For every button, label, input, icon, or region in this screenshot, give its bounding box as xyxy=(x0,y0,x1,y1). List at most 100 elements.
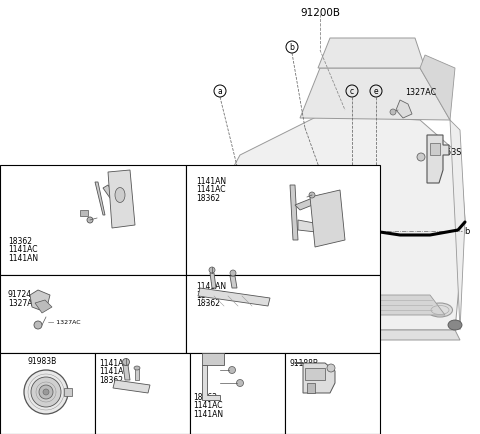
Circle shape xyxy=(39,385,53,399)
Text: 1141AC: 1141AC xyxy=(196,185,226,194)
Circle shape xyxy=(390,109,396,115)
Bar xyxy=(186,275,380,353)
Text: 1141AN: 1141AN xyxy=(196,282,226,291)
Ellipse shape xyxy=(208,316,228,328)
Ellipse shape xyxy=(134,366,140,370)
Text: 1141AN: 1141AN xyxy=(193,410,223,419)
Text: b: b xyxy=(464,227,469,237)
Circle shape xyxy=(417,153,425,161)
Circle shape xyxy=(24,370,68,414)
Bar xyxy=(285,353,380,434)
Polygon shape xyxy=(123,365,130,380)
Circle shape xyxy=(237,379,243,387)
Polygon shape xyxy=(202,115,465,330)
Bar xyxy=(190,353,285,434)
Polygon shape xyxy=(198,288,270,306)
Circle shape xyxy=(34,321,42,329)
Polygon shape xyxy=(30,290,50,310)
Text: e: e xyxy=(374,86,378,95)
Text: 1141AN: 1141AN xyxy=(99,359,129,368)
Bar xyxy=(246,183,251,187)
Text: g: g xyxy=(195,356,201,365)
Text: c: c xyxy=(6,279,10,287)
Polygon shape xyxy=(290,185,298,240)
Polygon shape xyxy=(450,120,465,330)
Polygon shape xyxy=(230,276,237,288)
Bar xyxy=(286,236,291,240)
Bar xyxy=(0,275,186,353)
Polygon shape xyxy=(298,220,325,233)
Text: 1327AC: 1327AC xyxy=(405,88,436,97)
Text: f: f xyxy=(102,356,104,365)
Text: d: d xyxy=(318,300,323,309)
Bar xyxy=(430,143,440,155)
Text: 1141AC: 1141AC xyxy=(8,246,37,254)
Text: e: e xyxy=(6,356,10,365)
Text: 91724: 91724 xyxy=(8,290,32,299)
Text: 91983B: 91983B xyxy=(28,357,57,366)
Bar xyxy=(356,217,360,222)
Ellipse shape xyxy=(334,296,356,308)
Text: 1141AC: 1141AC xyxy=(99,368,129,377)
Text: b: b xyxy=(289,43,294,52)
Text: 1141AN: 1141AN xyxy=(196,177,226,186)
Circle shape xyxy=(309,192,315,198)
Bar xyxy=(202,353,224,365)
Polygon shape xyxy=(210,273,216,288)
Circle shape xyxy=(31,377,61,407)
Polygon shape xyxy=(427,135,449,183)
Polygon shape xyxy=(318,38,425,68)
Text: 1141AN: 1141AN xyxy=(8,254,38,263)
Polygon shape xyxy=(95,182,105,215)
Bar xyxy=(250,226,255,230)
Text: f: f xyxy=(290,300,293,309)
Bar xyxy=(305,368,325,380)
Polygon shape xyxy=(300,68,450,120)
Circle shape xyxy=(209,267,215,273)
Bar xyxy=(0,353,95,434)
Text: a: a xyxy=(217,86,222,95)
Polygon shape xyxy=(103,185,115,198)
Text: 18362: 18362 xyxy=(8,237,32,246)
Bar xyxy=(263,238,268,242)
Polygon shape xyxy=(295,195,325,210)
Text: 18362: 18362 xyxy=(196,194,220,203)
Circle shape xyxy=(122,358,130,365)
Text: 18362: 18362 xyxy=(196,299,220,308)
Polygon shape xyxy=(240,295,445,315)
Text: — 1327AC: — 1327AC xyxy=(48,320,81,326)
Circle shape xyxy=(230,270,236,276)
Text: 1141AC: 1141AC xyxy=(196,290,226,299)
Bar xyxy=(80,210,88,216)
Polygon shape xyxy=(205,330,460,340)
Text: b: b xyxy=(192,168,196,178)
Text: a: a xyxy=(6,168,11,178)
Polygon shape xyxy=(35,300,52,313)
Ellipse shape xyxy=(428,303,453,317)
Text: 1327AC: 1327AC xyxy=(8,299,37,308)
Text: 91453S: 91453S xyxy=(432,148,462,157)
Ellipse shape xyxy=(448,320,462,330)
Text: 1141AC: 1141AC xyxy=(193,401,223,411)
Polygon shape xyxy=(396,100,412,118)
Polygon shape xyxy=(310,190,345,247)
Ellipse shape xyxy=(115,187,125,203)
Bar xyxy=(0,165,186,275)
Text: 91200B: 91200B xyxy=(300,8,340,18)
Bar xyxy=(346,217,350,222)
Bar xyxy=(364,217,368,222)
Circle shape xyxy=(87,217,93,223)
Bar xyxy=(186,165,380,275)
Polygon shape xyxy=(202,365,220,400)
Bar xyxy=(307,383,315,393)
Bar xyxy=(240,193,245,197)
Polygon shape xyxy=(420,55,455,120)
Bar xyxy=(342,222,370,240)
Bar xyxy=(340,220,372,242)
Text: 91188B: 91188B xyxy=(290,359,319,368)
Bar xyxy=(95,353,190,434)
Bar xyxy=(64,388,72,396)
Text: c: c xyxy=(350,86,354,95)
Text: 18362: 18362 xyxy=(193,393,217,402)
Polygon shape xyxy=(113,380,150,393)
